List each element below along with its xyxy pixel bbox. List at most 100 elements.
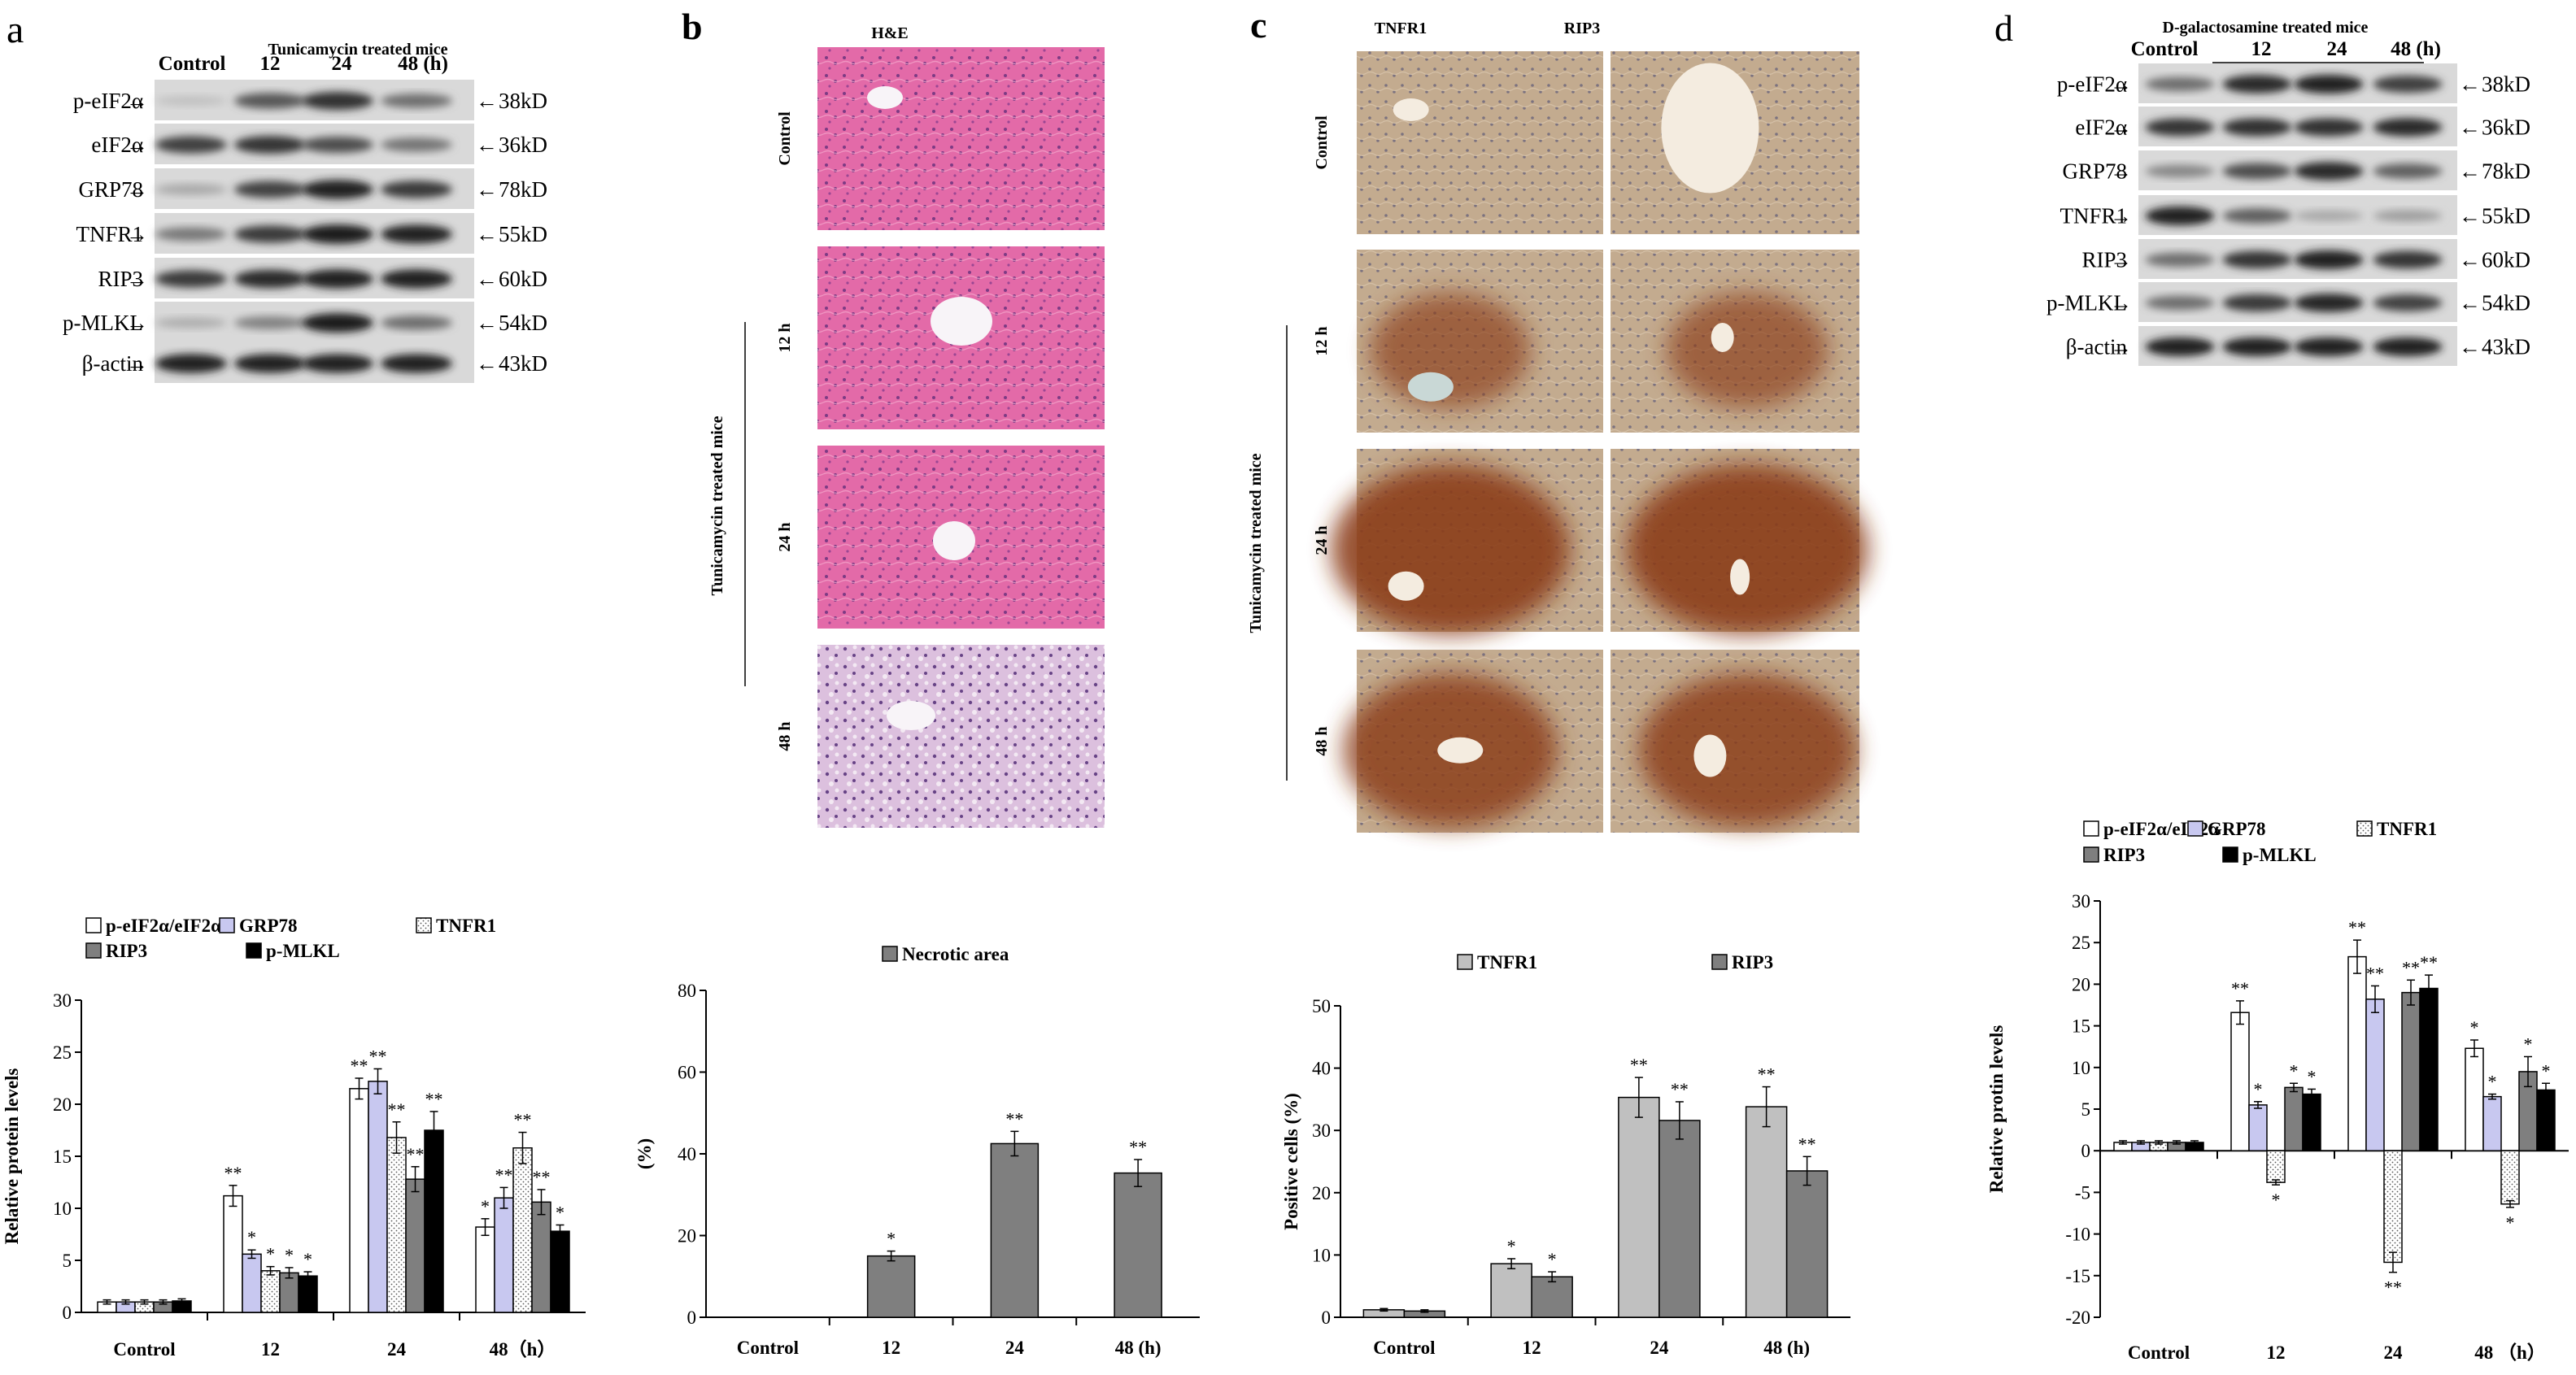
bar [2248, 1104, 2268, 1151]
bar [1490, 1263, 1532, 1318]
blot-band [2373, 163, 2443, 179]
blot-size-label: 54kD [2482, 290, 2530, 315]
blot-size-label: 54kD [499, 311, 547, 335]
vessel-lumen [1407, 372, 1454, 402]
significance-label: * [887, 1229, 896, 1249]
legend-swatch [2356, 820, 2373, 837]
bar [2302, 1093, 2321, 1151]
brown-stain-area [1627, 464, 1868, 635]
bar [2347, 955, 2367, 1151]
blot-size-label: 43kD [499, 351, 547, 376]
y-tick-label: 25 [53, 1042, 72, 1063]
panel-b-letter: b [682, 6, 703, 47]
legend-label: GRP78 [2208, 819, 2266, 839]
blot-band [2373, 75, 2443, 94]
blot-band [2373, 118, 2443, 137]
legend-label: GRP78 [239, 916, 298, 936]
bar [279, 1272, 299, 1313]
significance-label: * [266, 1244, 275, 1264]
legend-swatch [246, 942, 262, 959]
bar [2419, 987, 2439, 1151]
bar [866, 1255, 916, 1318]
legend-swatch [2187, 820, 2203, 837]
vessel-lumen [931, 297, 992, 346]
legend-swatch [85, 942, 102, 959]
significance-label: ** [388, 1099, 406, 1120]
arrow-right-icon: → [2110, 203, 2132, 228]
y-tick-label: 20 [53, 1094, 72, 1115]
x-category-label: 12 [2267, 1342, 2286, 1363]
blot-band [302, 224, 373, 244]
blot-band [302, 136, 373, 154]
blot-protein-label: RIP3 [2081, 247, 2127, 272]
y-axis-label: Relative protin levels [1986, 1025, 2007, 1194]
arrow-right-icon: → [2110, 115, 2132, 139]
micrograph-row-label: 12 h [1313, 326, 1331, 355]
blot-band [234, 315, 306, 330]
y-tick-label: 30 [2072, 891, 2090, 912]
bar [1531, 1276, 1573, 1318]
blot-size-label: 38kD [2482, 72, 2530, 96]
arrow-left-icon: ← [2459, 72, 2481, 96]
arrow-left-icon: ← [2459, 334, 2481, 359]
blot-band [2373, 250, 2443, 269]
blot-row: β-actin→ ← 43kD [82, 342, 547, 383]
blot-row: p-MLKL→ ← 54kD [2046, 282, 2530, 322]
blot-band [2222, 163, 2292, 180]
blot-row: GRP78→ ← 78kD [78, 168, 547, 209]
significance-label: * [247, 1227, 256, 1247]
blot-row: β-actin→ ← 43kD [2066, 326, 2530, 366]
blot-band [234, 225, 306, 243]
blot-band [2294, 337, 2364, 357]
blot-column-label: 48 (h) [2391, 38, 2441, 60]
significance-label: ** [2384, 1277, 2402, 1298]
blot-band [2373, 294, 2443, 311]
blot-row: eIF2α→ ← 36kD [2075, 107, 2530, 146]
y-tick-label: 0 [687, 1308, 697, 1328]
blot-column-label: 12 [2251, 38, 2272, 60]
significance-label: ** [533, 1167, 551, 1187]
bar [494, 1197, 514, 1313]
he-micrograph: 24 h [776, 446, 1105, 629]
bar [368, 1081, 388, 1313]
micrograph-row-label: Control [1313, 115, 1331, 170]
blot-protein-label: p-MLKL [63, 311, 143, 335]
panel-d-header: D-galactosamine treated mice [2163, 19, 2369, 37]
arrow-right-icon: → [2110, 334, 2132, 359]
blot-band [2145, 252, 2215, 268]
he-micrograph: Control [776, 47, 1105, 230]
blot-size-label: 36kD [2482, 115, 2530, 139]
he-image [817, 645, 1105, 828]
bar [2482, 1095, 2502, 1151]
blot-protein-label: eIF2α [2075, 115, 2127, 139]
significance-label: * [2524, 1033, 2533, 1054]
arrow-left-icon: ← [2459, 115, 2481, 139]
arrow-right-icon: → [126, 311, 148, 335]
y-tick-label: 15 [2072, 1016, 2090, 1037]
blot-band [155, 96, 227, 106]
blot-column-label: 24 [332, 53, 353, 75]
significance-label: * [2308, 1066, 2317, 1086]
significance-label: ** [2402, 957, 2420, 977]
x-category-label: 24 [1650, 1338, 1669, 1358]
brown-stain-area [1370, 292, 1531, 408]
significance-label: * [2290, 1060, 2299, 1081]
vessel-lumen [867, 86, 903, 109]
legend-label: p-MLKL [266, 941, 340, 961]
blot-band [155, 270, 227, 288]
bar [2383, 1150, 2403, 1264]
x-category-label: Control [113, 1339, 175, 1360]
significance-label: * [2272, 1190, 2281, 1210]
legend-label: TNFR1 [2377, 819, 2437, 839]
legend-swatch [2222, 846, 2238, 863]
panel-d-column-labels: Control 12 24 48 (h) [2131, 38, 2441, 60]
blot-band [155, 136, 227, 154]
y-tick-label: 40 [1312, 1059, 1331, 1079]
blot-band [2294, 118, 2364, 137]
arrow-left-icon: ← [2459, 247, 2481, 272]
significance-label: * [2254, 1079, 2263, 1099]
blot-band [2145, 206, 2215, 226]
panel-a-letter: a [7, 8, 24, 51]
significance-label: ** [224, 1163, 242, 1183]
